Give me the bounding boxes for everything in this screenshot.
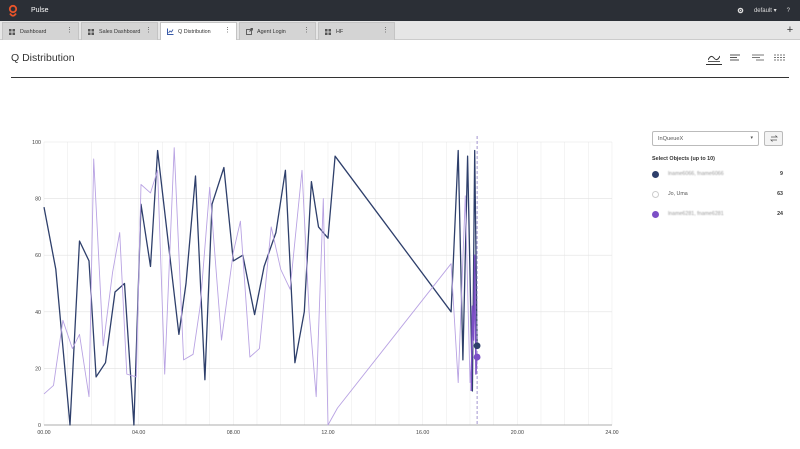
- tab-agent-login[interactable]: Agent Login ⋮: [239, 22, 316, 40]
- series-line: [470, 254, 478, 392]
- object-count: 24: [777, 211, 783, 217]
- gear-icon[interactable]: [737, 7, 744, 14]
- more-vertical-icon[interactable]: ⋮: [145, 27, 152, 34]
- line-chart-view-icon[interactable]: [706, 51, 722, 65]
- top-bar: Pulse default ▾ ?: [0, 0, 800, 21]
- more-vertical-icon[interactable]: ⋮: [382, 27, 389, 34]
- app-title: Pulse: [31, 7, 49, 14]
- metric-select-value: InQueueX: [658, 135, 684, 142]
- y-tick-label: 60: [35, 253, 41, 259]
- q-distribution-chart: 0 20 40 60 80 100 00.00 04.00 08.00 12.00 16.00 20.…: [32, 136, 619, 436]
- more-vertical-icon[interactable]: ⋮: [224, 27, 231, 34]
- more-vertical-icon[interactable]: ⋮: [66, 27, 73, 34]
- list-view-icon[interactable]: [750, 51, 766, 65]
- add-tab-button[interactable]: +: [786, 24, 794, 36]
- table-view-icon[interactable]: [772, 51, 788, 65]
- tab-bar: Dashboard ⋮ Sales Dashboard ⋮ Q Distribu…: [0, 21, 800, 40]
- series-end-dot: [473, 342, 481, 350]
- external-icon: [245, 28, 253, 36]
- y-tick-label: 20: [35, 366, 41, 372]
- tab-label: HF: [336, 28, 344, 35]
- y-tick-label: 40: [35, 310, 41, 316]
- swap-icon: [769, 135, 778, 142]
- x-tick-label: 00.00: [37, 430, 50, 436]
- grid-icon: [8, 28, 16, 36]
- tab-sales-dashboard[interactable]: Sales Dashboard ⋮: [81, 22, 158, 40]
- user-name: default: [753, 7, 772, 14]
- tab-label: Q Distribution: [178, 28, 211, 35]
- tab-label: Sales Dashboard: [99, 28, 141, 35]
- tab-label: Agent Login: [257, 28, 286, 35]
- metric-select[interactable]: InQueueX ▾: [652, 131, 759, 146]
- chart-icon: [166, 28, 174, 36]
- y-tick-label: 80: [35, 197, 41, 203]
- object-row[interactable]: lname6281, fname6281 24: [652, 208, 784, 220]
- title-divider: [11, 77, 789, 78]
- tab-q-distribution[interactable]: Q Distribution ⋮: [160, 22, 237, 40]
- select-objects-label: Select Objects (up to 10): [652, 156, 715, 162]
- series-color-dot: [652, 210, 659, 218]
- grid-icon: [87, 28, 95, 36]
- genesys-logo-icon[interactable]: [2, 0, 23, 21]
- x-tick-label: 24.00: [605, 430, 618, 436]
- tab-dashboard[interactable]: Dashboard ⋮: [2, 22, 79, 40]
- x-tick-label: 16.00: [416, 430, 429, 436]
- series-color-dot: [652, 170, 659, 178]
- swap-button[interactable]: [764, 131, 783, 146]
- object-count: 9: [780, 171, 783, 177]
- series-end-dot: [473, 353, 481, 361]
- series-line: [43, 147, 478, 426]
- y-tick-label: 0: [38, 423, 41, 429]
- chevron-down-icon: ▾: [750, 135, 753, 141]
- series-line: [43, 149, 478, 426]
- user-menu[interactable]: default ▾: [753, 7, 777, 15]
- view-switcher: [706, 51, 788, 65]
- x-tick-label: 20.00: [511, 430, 524, 436]
- x-tick-label: 08.00: [227, 430, 240, 436]
- object-row[interactable]: Jo, Uma 63: [652, 188, 784, 200]
- chevron-down-icon: ▾: [773, 8, 777, 14]
- more-vertical-icon[interactable]: ⋮: [303, 27, 310, 34]
- page-title: Q Distribution: [11, 52, 75, 64]
- tab-hf[interactable]: HF ⋮: [318, 22, 395, 40]
- help-icon[interactable]: ?: [786, 7, 790, 14]
- y-tick-label: 100: [32, 140, 41, 146]
- tab-label: Dashboard: [20, 28, 47, 35]
- x-tick-label: 04.00: [132, 430, 145, 436]
- object-name: lname6281, fname6281: [668, 211, 724, 217]
- bar-list-view-icon[interactable]: [728, 51, 744, 65]
- x-tick-label: 12.00: [321, 430, 334, 436]
- object-row[interactable]: lname6066, fname6066 9: [652, 168, 784, 180]
- object-count: 63: [777, 191, 783, 197]
- object-name: Jo, Uma: [668, 191, 688, 197]
- main-content: Q Distribution 0 20 40 60 80 100 00.00 04.00 08.…: [0, 40, 800, 449]
- grid-icon: [324, 28, 332, 36]
- series-color-dot: [652, 190, 659, 198]
- object-name: lname6066, fname6066: [668, 171, 724, 177]
